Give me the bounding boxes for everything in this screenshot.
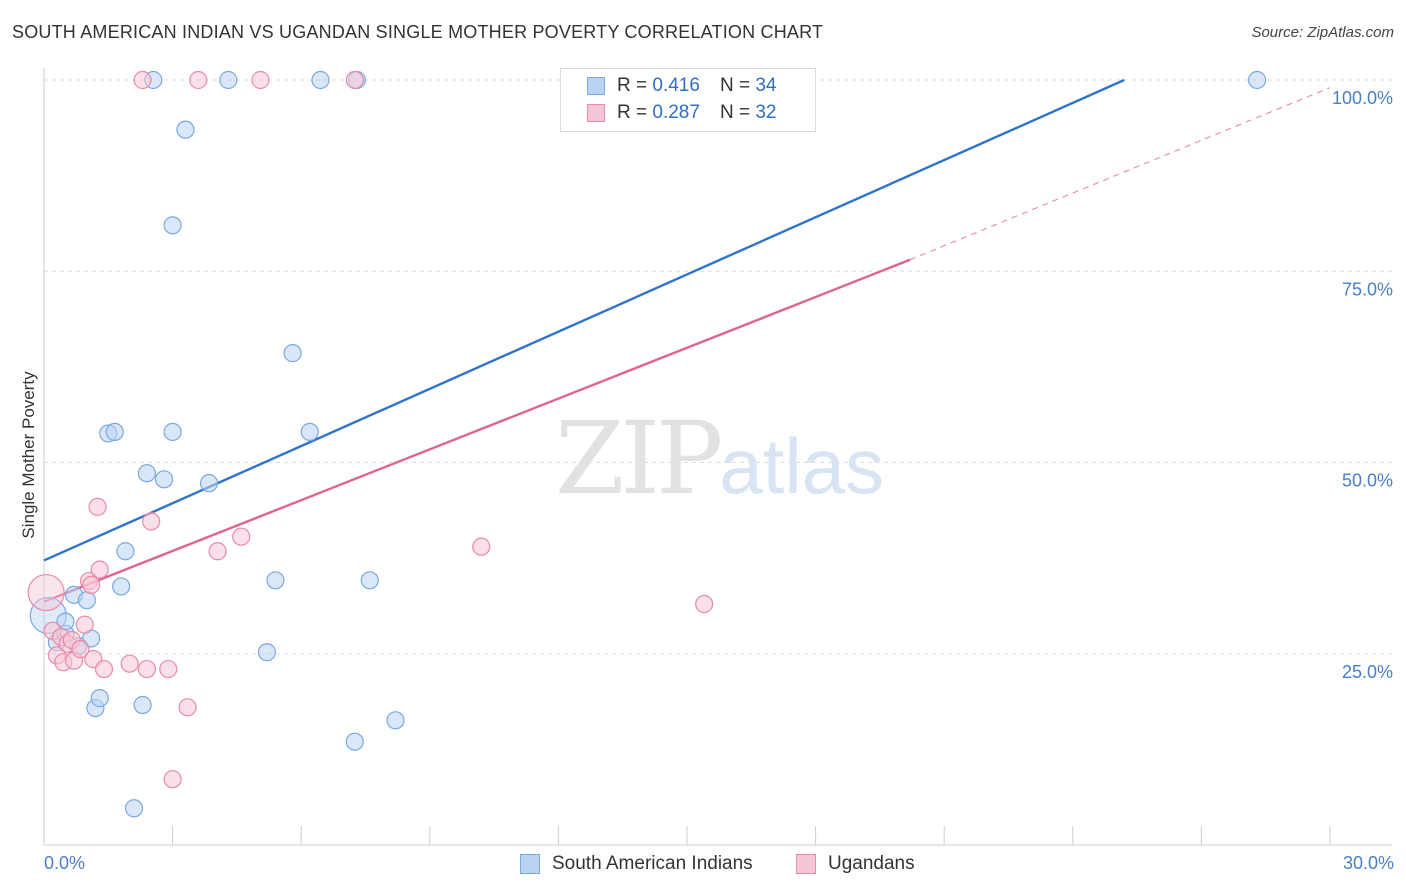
data-points <box>27 70 1267 818</box>
bottom-legend-ugandans: Ugandans <box>796 852 915 876</box>
trend-line-extension-ugandans <box>909 87 1331 261</box>
y-tick-label: 75.0% <box>1342 279 1393 299</box>
grid-lines <box>44 79 1392 655</box>
point-south-american-indian <box>345 732 364 751</box>
legend-swatch-pink <box>587 104 605 122</box>
stats-legend: R = 0.416 N = 34 R = 0.287 N = 32 <box>560 68 816 132</box>
point-south-american-indian <box>116 542 135 561</box>
legend-n-label: N = <box>719 102 751 123</box>
point-south-american-indian <box>300 422 319 441</box>
x-tick-label-max: 30.0% <box>1343 853 1394 873</box>
watermark: ZIPatlas <box>555 400 884 517</box>
legend-n-value: 32 <box>755 102 777 123</box>
point-ugandan <box>88 497 107 516</box>
bottom-legend-swatch-blue <box>520 854 540 874</box>
point-south-american-indian <box>77 591 96 610</box>
axes <box>43 68 1392 846</box>
point-ugandan <box>208 542 227 561</box>
point-south-american-indian <box>257 643 277 662</box>
point-south-american-indian <box>176 120 195 139</box>
point-south-american-indian <box>163 422 182 441</box>
point-south-american-indian <box>311 70 330 90</box>
legend-row-ugandans: R = 0.287 N = 32 <box>587 100 776 126</box>
point-south-american-indian <box>1248 70 1267 90</box>
legend-row-south-american-indians: R = 0.416 N = 34 <box>587 73 776 99</box>
y-tick-label: 100.0% <box>1332 88 1393 108</box>
point-ugandan <box>90 560 109 579</box>
legend-swatch-blue <box>587 77 605 95</box>
point-south-american-indian <box>105 422 124 441</box>
point-ugandan <box>137 659 156 679</box>
legend-r-value: 0.287 <box>652 102 700 123</box>
point-south-american-indian <box>163 216 182 235</box>
point-south-american-indian <box>154 470 174 489</box>
point-ugandan <box>71 640 90 659</box>
point-south-american-indian <box>199 474 219 493</box>
point-ugandan <box>94 659 114 679</box>
trend-lines <box>43 78 1331 603</box>
watermark-zip: ZIP <box>555 400 723 517</box>
trend-line-ugandans <box>43 258 911 603</box>
chart-title: SOUTH AMERICAN INDIAN VS UGANDAN SINGLE … <box>12 22 824 42</box>
y-axis-label: Single Mother Poverty <box>19 371 38 539</box>
point-ugandan <box>232 527 251 546</box>
point-south-american-indian <box>124 799 144 818</box>
point-south-american-indian <box>386 711 405 730</box>
point-ugandan <box>120 654 139 673</box>
point-ugandan <box>345 70 364 90</box>
point-ugandan <box>251 70 270 90</box>
point-south-american-indian <box>112 577 131 596</box>
point-south-american-indian <box>266 571 285 590</box>
point-ugandan <box>133 70 152 90</box>
point-ugandan <box>472 537 491 556</box>
bottom-legend-label: South American Indians <box>552 853 753 874</box>
legend-r-value: 0.416 <box>652 75 700 96</box>
bottom-legend-label: Ugandans <box>828 853 915 874</box>
point-ugandan <box>82 575 101 595</box>
point-south-american-indian <box>133 695 152 715</box>
y-tick-label: 50.0% <box>1342 471 1393 491</box>
legend-n-label: N = <box>719 75 751 96</box>
point-south-american-indian <box>90 689 109 708</box>
point-south-american-indian <box>283 344 302 363</box>
y-tick-label: 25.0% <box>1342 662 1393 682</box>
watermark-atlas: atlas <box>719 422 885 510</box>
bottom-legend-swatch-pink <box>796 854 816 874</box>
point-south-american-indian <box>360 571 379 590</box>
point-ugandan <box>163 770 182 789</box>
point-south-american-indian <box>137 464 156 483</box>
point-ugandan <box>695 594 714 614</box>
point-ugandan <box>75 615 94 634</box>
legend-n-value: 34 <box>755 75 777 96</box>
tick-labels: 25.0% 50.0% 75.0% 100.0% 0.0% 30.0% <box>44 88 1394 873</box>
source-label: Source: ZipAtlas.com <box>1251 24 1394 41</box>
trend-line-south-american-indians <box>43 78 1125 562</box>
point-ugandan <box>159 659 178 679</box>
point-ugandan <box>27 573 65 612</box>
point-ugandan <box>178 698 197 717</box>
point-ugandan <box>189 70 208 90</box>
point-south-american-indian <box>219 70 238 90</box>
legend-r-label: R = <box>617 75 648 96</box>
point-ugandan <box>142 512 161 531</box>
bottom-legend-south-american-indians: South American Indians <box>520 852 753 876</box>
x-tick-label-min: 0.0% <box>44 853 85 873</box>
legend-r-label: R = <box>617 102 648 123</box>
